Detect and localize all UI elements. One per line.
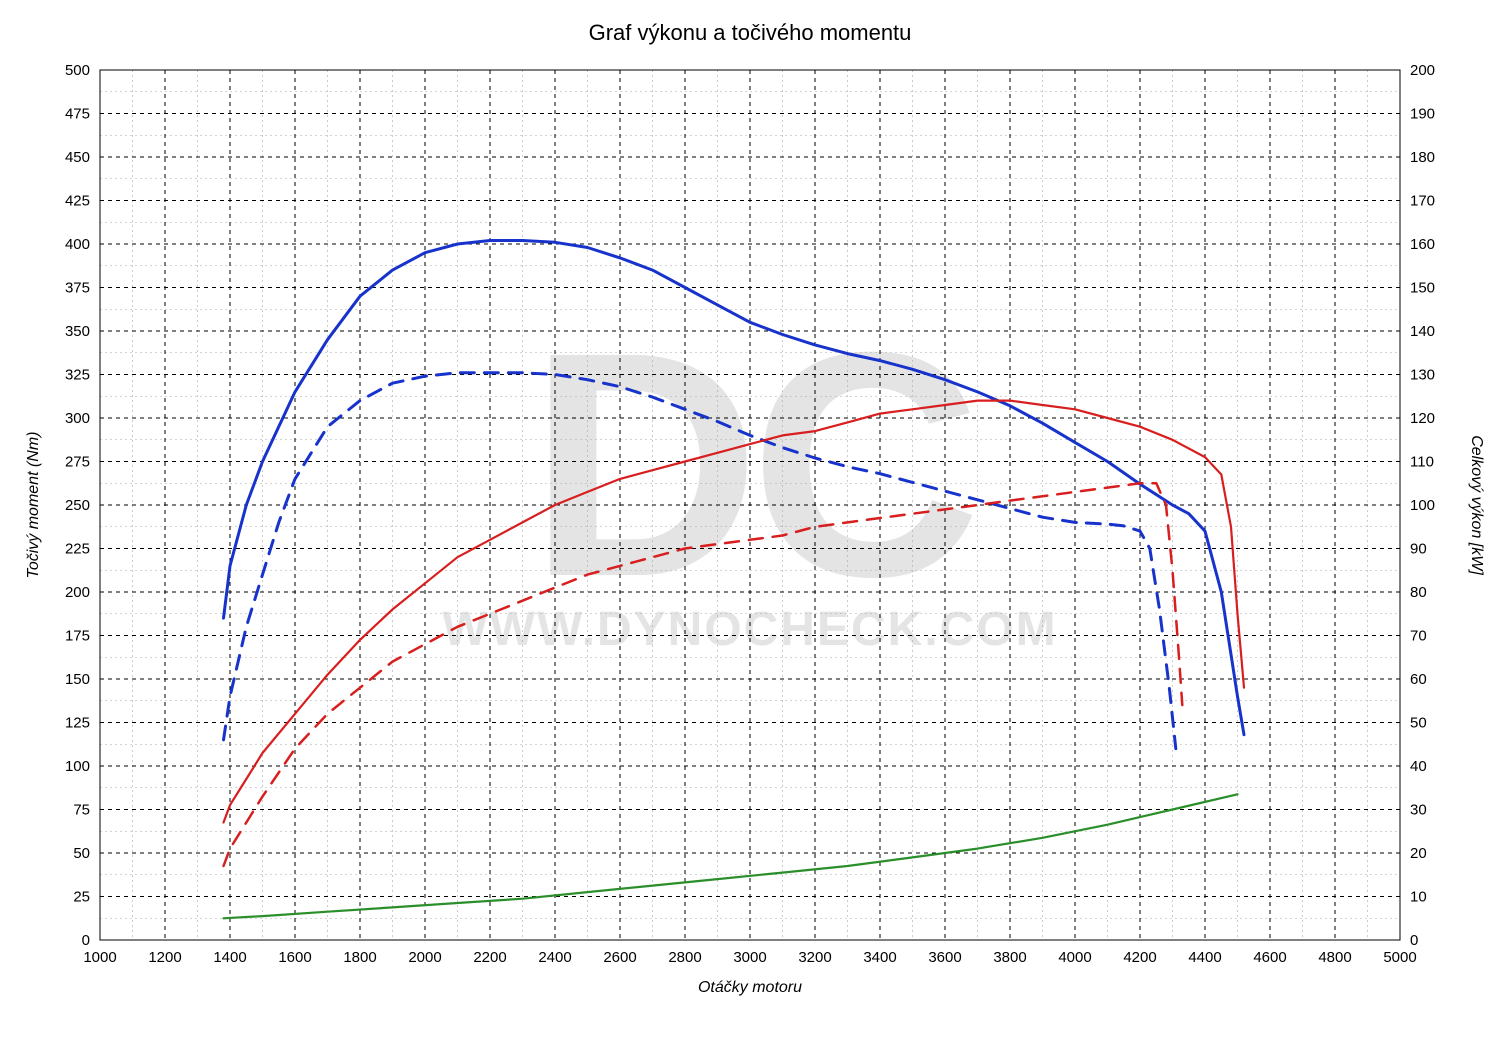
y-left-tick-label: 200 (65, 584, 90, 601)
y-right-tick-label: 190 (1410, 106, 1435, 123)
y-right-tick-label: 60 (1410, 671, 1427, 688)
y-right-tick-label: 80 (1410, 584, 1427, 601)
x-tick-label: 4800 (1318, 949, 1351, 966)
y-right-tick-label: 70 (1410, 628, 1427, 645)
x-tick-label: 1000 (83, 949, 116, 966)
y-right-tick-label: 20 (1410, 845, 1427, 862)
y-left-tick-label: 25 (73, 889, 90, 906)
x-tick-label: 4000 (1058, 949, 1091, 966)
x-tick-label: 1200 (148, 949, 181, 966)
y-right-tick-label: 180 (1410, 149, 1435, 166)
y-left-tick-label: 225 (65, 541, 90, 558)
watermark-big: DC (529, 285, 975, 643)
x-tick-label: 4600 (1253, 949, 1286, 966)
y-right-tick-label: 50 (1410, 715, 1427, 732)
y-left-tick-label: 100 (65, 758, 90, 775)
y-right-tick-label: 40 (1410, 758, 1427, 775)
y-left-tick-label: 350 (65, 323, 90, 340)
y-left-tick-label: 250 (65, 497, 90, 514)
y-right-axis-label: Celkový výkon [kW] (1468, 435, 1485, 575)
y-right-tick-label: 150 (1410, 280, 1435, 297)
y-right-tick-label: 0 (1410, 932, 1418, 949)
y-left-tick-label: 375 (65, 280, 90, 297)
x-tick-label: 3200 (798, 949, 831, 966)
y-left-tick-label: 450 (65, 149, 90, 166)
y-left-tick-label: 500 (65, 62, 90, 79)
x-tick-label: 2000 (408, 949, 441, 966)
y-left-tick-label: 475 (65, 106, 90, 123)
y-left-tick-label: 0 (82, 932, 90, 949)
y-left-tick-label: 400 (65, 236, 90, 253)
y-left-tick-label: 50 (73, 845, 90, 862)
x-tick-label: 3000 (733, 949, 766, 966)
y-right-tick-label: 120 (1410, 410, 1435, 427)
dyno-chart: DCWWW.DYNOCHECK.COM100012001400160018002… (0, 0, 1500, 1041)
y-right-tick-label: 110 (1410, 454, 1434, 471)
x-tick-label: 2200 (473, 949, 506, 966)
y-left-tick-label: 75 (73, 802, 90, 819)
y-left-tick-label: 425 (65, 193, 90, 210)
y-left-tick-label: 325 (65, 367, 90, 384)
x-tick-label: 1600 (278, 949, 311, 966)
chart-svg: DCWWW.DYNOCHECK.COM100012001400160018002… (0, 0, 1500, 1041)
x-tick-label: 1800 (343, 949, 376, 966)
y-right-tick-label: 100 (1410, 497, 1435, 514)
y-left-tick-label: 125 (65, 715, 90, 732)
y-right-tick-label: 10 (1410, 889, 1427, 906)
y-right-tick-label: 200 (1410, 62, 1435, 79)
x-tick-label: 4400 (1188, 949, 1221, 966)
x-tick-label: 5000 (1383, 949, 1416, 966)
y-right-tick-label: 140 (1410, 323, 1435, 340)
y-right-tick-label: 160 (1410, 236, 1435, 253)
x-tick-label: 3400 (863, 949, 896, 966)
x-tick-label: 2400 (538, 949, 571, 966)
grid (100, 70, 1400, 940)
x-axis-label: Otáčky motoru (698, 979, 802, 996)
x-tick-label: 1400 (213, 949, 246, 966)
y-right-tick-label: 30 (1410, 802, 1427, 819)
y-left-tick-label: 275 (65, 454, 90, 471)
y-left-axis-label: Točivý moment (Nm) (25, 432, 42, 579)
x-tick-label: 2600 (603, 949, 636, 966)
x-tick-label: 3600 (928, 949, 961, 966)
x-tick-label: 2800 (668, 949, 701, 966)
y-left-tick-label: 300 (65, 410, 90, 427)
y-right-tick-label: 130 (1410, 367, 1435, 384)
series-losses (224, 794, 1238, 918)
y-left-tick-label: 150 (65, 671, 90, 688)
y-right-tick-label: 90 (1410, 541, 1427, 558)
x-tick-label: 4200 (1123, 949, 1156, 966)
y-left-tick-label: 175 (65, 628, 90, 645)
x-tick-label: 3800 (993, 949, 1026, 966)
chart-title: Graf výkonu a točivého momentu (589, 20, 912, 45)
y-right-tick-label: 170 (1410, 193, 1435, 210)
